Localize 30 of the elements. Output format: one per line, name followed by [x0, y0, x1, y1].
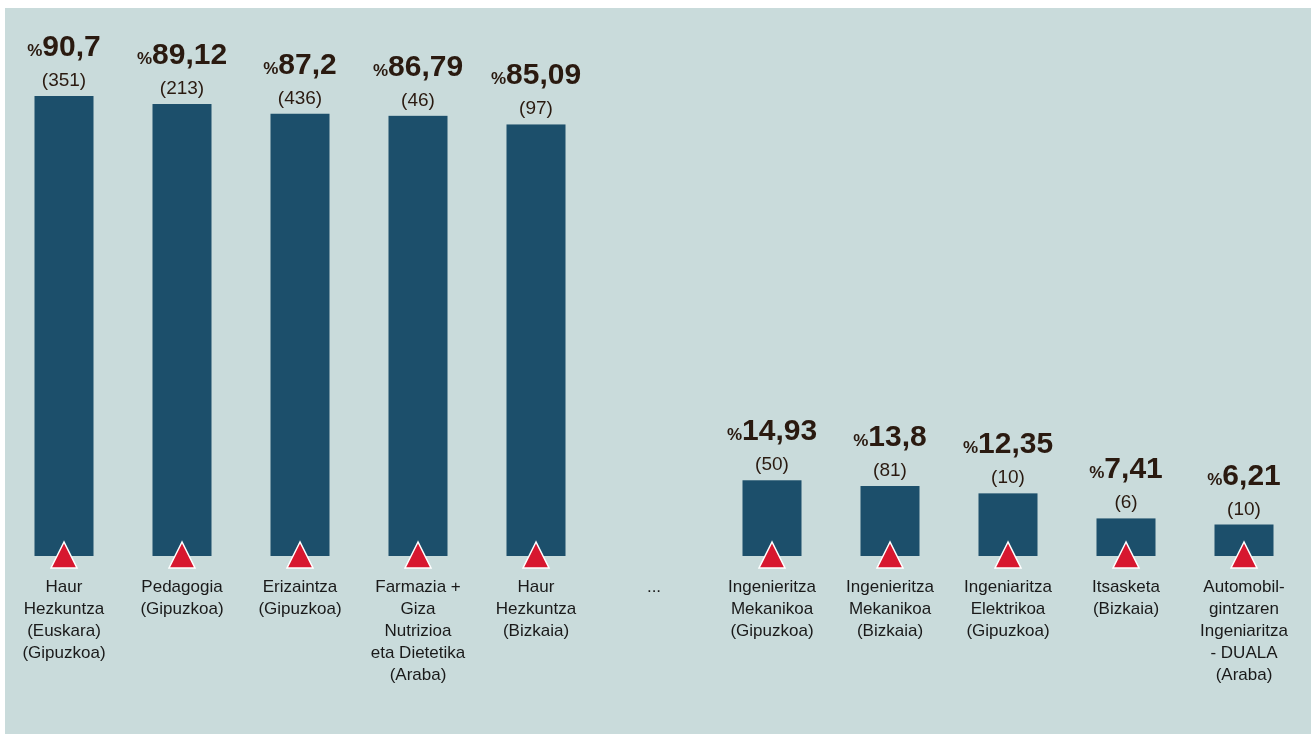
bar	[34, 96, 94, 556]
data-label: %12,35 (10)	[962, 426, 1054, 488]
data-label: %6,21 (10)	[1207, 457, 1281, 519]
x-tick-label: Erizaintza (Gipuzkoa)	[258, 577, 342, 618]
x-tick-label: Pedagogia (Gipuzkoa)	[140, 577, 224, 618]
bar	[388, 115, 448, 556]
bar	[978, 493, 1038, 556]
bar	[152, 104, 212, 556]
x-tick-label: Ingenieritza Mekanikoa (Gipuzkoa)	[728, 577, 817, 640]
x-tick-label: Haur Hezkuntza (Euskara) (Gipuzkoa)	[22, 577, 106, 662]
x-tick-label: Ingeniaritza Elektrikoa (Gipuzkoa)	[964, 577, 1053, 640]
bar	[1096, 518, 1156, 556]
bar	[270, 113, 330, 556]
data-label: %14,93 (50)	[726, 413, 818, 475]
bar	[742, 480, 802, 556]
data-label: %90,7 (351)	[27, 29, 101, 90]
x-tick-label: Ingenieritza Mekanikoa (Bizkaia)	[846, 577, 935, 640]
bar	[506, 124, 566, 556]
x-tick-label: Itsasketa (Bizkaia)	[1091, 577, 1161, 618]
data-label: %7,41 (6)	[1089, 451, 1163, 513]
data-label: %86,79 (46)	[372, 48, 464, 110]
x-tick-label: Farmazia + Giza Nutrizioa eta Dietetika (Araba)	[370, 577, 466, 684]
x-tick-label: ...	[646, 577, 662, 596]
x-tick-label: Haur Hezkuntza (Bizkaia)	[495, 577, 577, 640]
data-label: %85,09 (97)	[490, 57, 582, 119]
bar	[860, 486, 920, 556]
data-label: %89,12 (213)	[136, 37, 228, 99]
x-tick-label: Automobil- gintzaren Ingeniaritza - DUALA (Araba)	[1200, 577, 1289, 684]
data-label: %87,2 (436)	[263, 46, 337, 108]
data-label: %13,8 (81)	[853, 419, 927, 481]
